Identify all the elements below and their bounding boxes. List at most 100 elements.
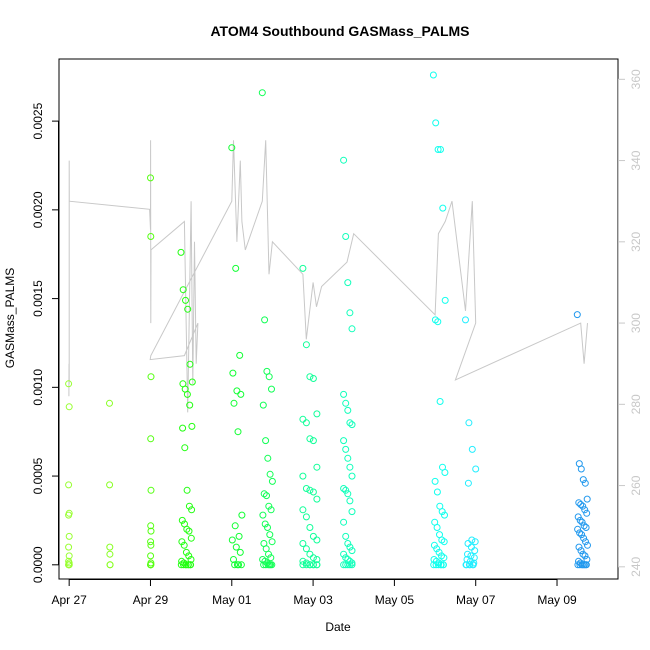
data-point bbox=[268, 385, 275, 393]
data-point bbox=[344, 454, 352, 462]
data-point bbox=[348, 325, 356, 333]
data-point bbox=[472, 465, 480, 473]
data-point bbox=[185, 502, 193, 510]
data-point bbox=[575, 543, 583, 551]
data-point bbox=[441, 296, 449, 304]
data-point bbox=[188, 506, 196, 514]
data-point bbox=[434, 561, 442, 569]
data-point bbox=[237, 390, 245, 398]
data-point bbox=[264, 454, 272, 462]
data-point bbox=[346, 497, 354, 505]
data-point bbox=[262, 561, 270, 569]
x-tick-label: May 09 bbox=[537, 593, 577, 607]
data-point bbox=[471, 547, 479, 555]
data-point bbox=[302, 513, 310, 521]
data-point bbox=[468, 536, 476, 544]
data-point bbox=[180, 541, 188, 549]
data-point bbox=[582, 524, 590, 531]
data-point bbox=[238, 511, 246, 519]
data-point bbox=[260, 561, 268, 569]
scatter-points bbox=[65, 71, 591, 569]
data-point bbox=[433, 545, 441, 553]
data-point bbox=[183, 486, 191, 494]
data-point bbox=[344, 406, 352, 414]
data-point bbox=[299, 415, 307, 423]
data-point bbox=[299, 561, 307, 569]
data-point bbox=[340, 550, 348, 558]
data-point bbox=[340, 518, 348, 526]
data-point bbox=[344, 561, 352, 569]
data-point bbox=[260, 490, 268, 498]
data-point bbox=[302, 545, 310, 553]
data-point bbox=[65, 532, 73, 540]
data-point bbox=[147, 486, 155, 494]
data-point bbox=[575, 499, 583, 507]
data-point bbox=[346, 309, 354, 317]
data-point bbox=[147, 174, 154, 182]
data-point bbox=[578, 561, 586, 569]
x-tick-label: May 01 bbox=[212, 593, 252, 607]
data-point bbox=[306, 486, 314, 494]
data-point bbox=[65, 380, 73, 388]
data-point bbox=[259, 511, 267, 519]
data-point bbox=[147, 538, 155, 546]
data-point bbox=[180, 561, 187, 569]
data-point bbox=[580, 522, 588, 530]
data-point bbox=[433, 524, 441, 531]
data-point bbox=[177, 248, 185, 256]
data-point bbox=[465, 561, 473, 569]
data-point bbox=[344, 540, 352, 547]
data-point bbox=[299, 540, 307, 547]
data-point bbox=[469, 561, 477, 569]
data-point bbox=[302, 419, 310, 427]
data-point bbox=[580, 561, 588, 569]
data-point bbox=[65, 403, 73, 411]
data-point bbox=[440, 554, 448, 562]
data-point bbox=[577, 501, 585, 508]
data-point bbox=[306, 561, 314, 569]
data-point bbox=[437, 146, 444, 153]
data-point bbox=[435, 548, 443, 556]
data-point bbox=[306, 373, 314, 381]
data-point bbox=[306, 524, 314, 531]
data-point bbox=[299, 506, 307, 514]
data-point bbox=[581, 552, 589, 560]
data-point bbox=[430, 561, 438, 569]
data-point bbox=[342, 486, 350, 494]
data-point bbox=[147, 522, 155, 530]
data-point bbox=[580, 534, 588, 542]
data-point bbox=[178, 516, 186, 524]
data-point bbox=[440, 538, 448, 546]
data-point bbox=[263, 492, 270, 500]
data-point bbox=[233, 387, 241, 395]
data-point bbox=[346, 557, 354, 565]
data-point bbox=[462, 561, 470, 569]
data-point bbox=[582, 538, 589, 546]
data-point bbox=[299, 264, 307, 272]
data-point bbox=[468, 445, 476, 453]
data-point bbox=[262, 437, 270, 445]
data-point bbox=[441, 469, 449, 476]
data-point bbox=[583, 495, 591, 503]
data-point bbox=[302, 341, 310, 349]
data-point bbox=[232, 264, 240, 272]
data-point bbox=[577, 465, 585, 473]
data-point bbox=[258, 89, 266, 97]
data-point bbox=[342, 532, 350, 540]
y-tick-label: 0.0010 bbox=[31, 369, 45, 406]
data-point bbox=[265, 550, 272, 558]
data-point bbox=[437, 561, 445, 569]
data-point bbox=[147, 233, 155, 240]
data-point bbox=[266, 531, 274, 539]
y-tick-label: 0.0015 bbox=[31, 280, 45, 317]
data-point bbox=[340, 390, 348, 398]
data-point bbox=[348, 421, 356, 429]
right-axis-series-line bbox=[68, 140, 588, 413]
data-point bbox=[106, 399, 113, 407]
data-point bbox=[182, 548, 190, 556]
y2-tick-label: 320 bbox=[629, 231, 643, 251]
data-point bbox=[185, 552, 193, 560]
data-point bbox=[235, 561, 243, 569]
data-point bbox=[182, 561, 190, 569]
data-point bbox=[313, 495, 321, 503]
